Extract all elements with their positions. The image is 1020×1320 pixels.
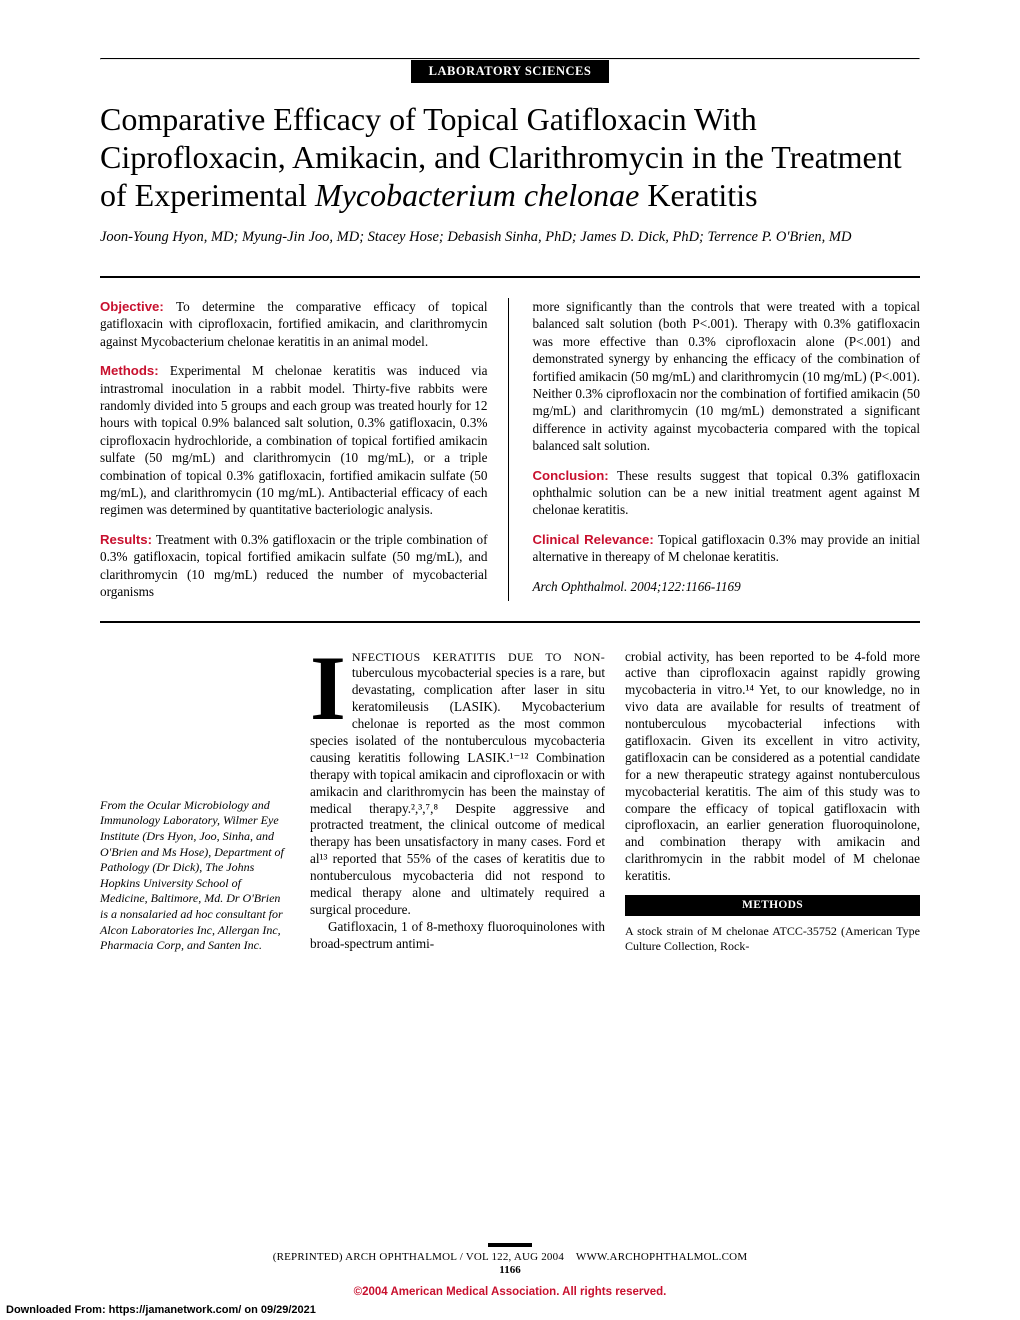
affiliation-text: From the Ocular Microbiology and Immunol… bbox=[100, 798, 290, 954]
abstract-col-right: more significantly than the controls tha… bbox=[533, 298, 921, 601]
abstract-objective: Objective: To determine the comparative … bbox=[100, 298, 488, 350]
article-title: Comparative Efficacy of Topical Gatiflox… bbox=[100, 101, 920, 214]
page-number: 1166 bbox=[100, 1264, 920, 1276]
intro-para: INFECTIOUS KERATITIS DUE TO NON-tubercul… bbox=[310, 649, 605, 919]
abstract-box: Objective: To determine the comparative … bbox=[100, 276, 920, 623]
intro-rest: tuberculous mycobacterial species is a r… bbox=[310, 665, 605, 916]
body-columns: From the Ocular Microbiology and Immunol… bbox=[100, 649, 920, 954]
footer-line: (REPRINTED) ARCH OPHTHALMOL / VOL 122, A… bbox=[100, 1251, 920, 1263]
abstract-col-left: Objective: To determine the comparative … bbox=[100, 298, 509, 601]
results-text-right: more significantly than the controls tha… bbox=[533, 298, 921, 455]
section-tag: LABORATORY SCIENCES bbox=[411, 60, 610, 83]
dropcap: I bbox=[310, 649, 352, 721]
abstract-conclusion: Conclusion: These results suggest that t… bbox=[533, 467, 921, 519]
body-col2-text: crobial activity, has been reported to b… bbox=[625, 649, 920, 885]
abstract-citation: Arch Ophthalmol. 2004;122:1166-1169 bbox=[533, 578, 921, 595]
author-list: Joon-Young Hyon, MD; Myung-Jin Joo, MD; … bbox=[100, 228, 920, 248]
affiliation-column: From the Ocular Microbiology and Immunol… bbox=[100, 649, 290, 954]
copyright-notice: ©2004 American Medical Association. All … bbox=[0, 1286, 1020, 1298]
methods-banner: METHODS bbox=[625, 895, 920, 916]
results-head: Results: bbox=[100, 532, 152, 547]
abstract-methods: Methods: Experimental M chelonae keratit… bbox=[100, 362, 488, 519]
methods-text: Experimental M chelonae keratitis was in… bbox=[100, 363, 488, 517]
results-text-left: Treatment with 0.3% gatifloxacin or the … bbox=[100, 532, 488, 599]
conclusion-head: Conclusion: bbox=[533, 468, 609, 483]
intro-para2: Gatifloxacin, 1 of 8-methoxy fluoroquino… bbox=[310, 919, 605, 953]
page-footer: (REPRINTED) ARCH OPHTHALMOL / VOL 122, A… bbox=[100, 1243, 920, 1276]
intro-smallcaps: NFECTIOUS KERATITIS DUE TO NON- bbox=[352, 650, 605, 664]
abstract-clinical: Clinical Relevance: Topical gatifloxacin… bbox=[533, 531, 921, 566]
objective-head: Objective: bbox=[100, 299, 164, 314]
methods-body-text: A stock strain of M chelonae ATCC-35752 … bbox=[625, 924, 920, 954]
title-post: Keratitis bbox=[639, 177, 757, 213]
body-col-1: INFECTIOUS KERATITIS DUE TO NON-tubercul… bbox=[310, 649, 605, 954]
methods-head: Methods: bbox=[100, 363, 159, 378]
abstract-results-left: Results: Treatment with 0.3% gatifloxaci… bbox=[100, 531, 488, 601]
footer-site: WWW.ARCHOPHTHALMOL.COM bbox=[576, 1251, 747, 1263]
footer-rule bbox=[488, 1243, 532, 1247]
body-col-2: crobial activity, has been reported to b… bbox=[625, 649, 920, 954]
section-tag-wrap: LABORATORY SCIENCES bbox=[100, 58, 920, 83]
footer-reprint: (REPRINTED) ARCH OPHTHALMOL / VOL 122, A… bbox=[273, 1251, 564, 1263]
clinical-head: Clinical Relevance: bbox=[533, 532, 654, 547]
download-stamp: Downloaded From: https://jamanetwork.com… bbox=[6, 1304, 316, 1316]
title-italic: Mycobacterium chelonae bbox=[315, 177, 639, 213]
